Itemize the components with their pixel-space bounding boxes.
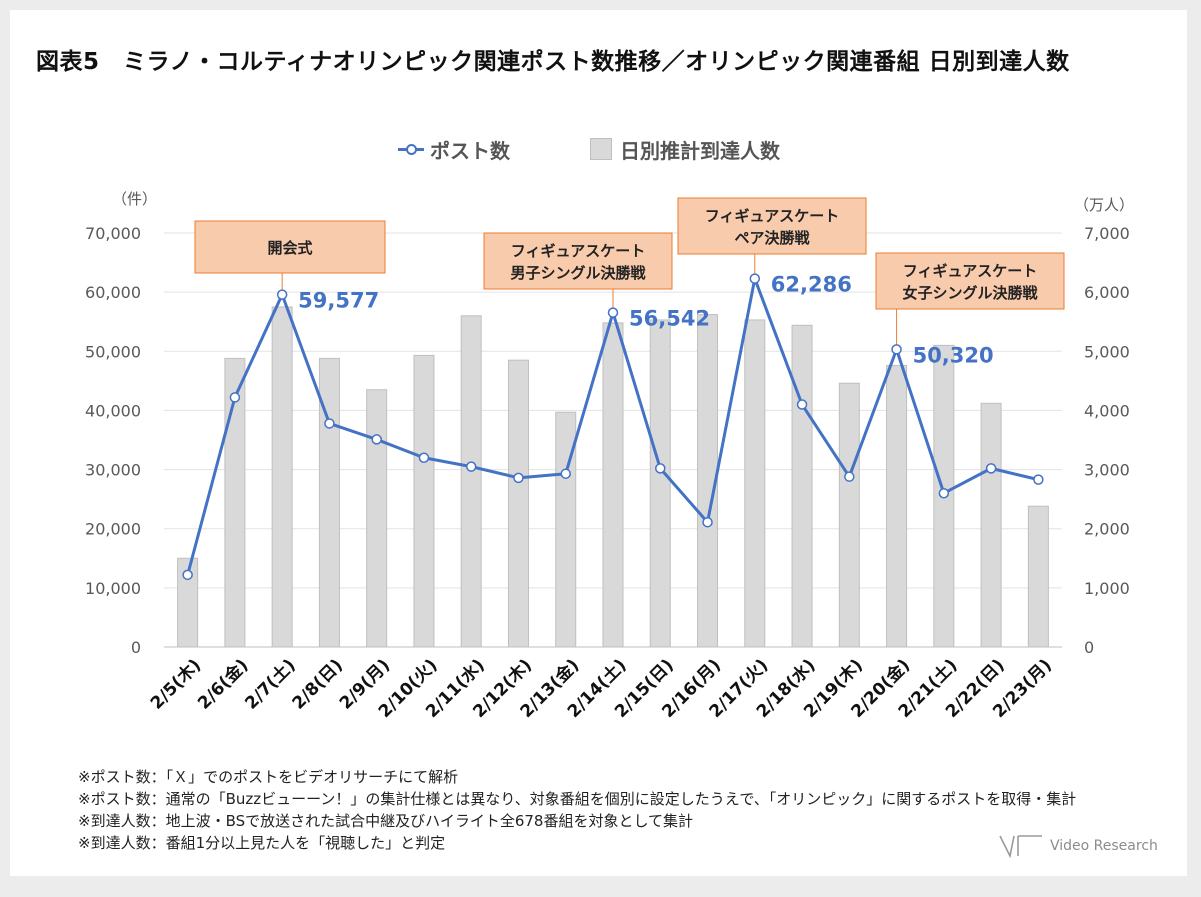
page-title: 図表5 ミラノ・コルティナオリンピック関連ポスト数推移／オリンピック関連番組 日…	[36, 49, 1070, 75]
right-axis-tick-label: 2,000	[1084, 520, 1130, 539]
right-axis-tick-label: 7,000	[1084, 224, 1130, 243]
reach-bar	[177, 557, 199, 648]
x-axis-category-label: 2/6(金)	[193, 655, 252, 714]
reach-bar	[886, 364, 908, 648]
callout-text: フィギュアスケート	[903, 262, 1037, 280]
reach-bar	[649, 319, 671, 648]
posts-point-marker	[985, 463, 997, 474]
footnote: ※到達人数：番組1分以上見た人を「視聴した」と判定	[78, 834, 446, 852]
reach-bar	[224, 357, 246, 648]
footnotes: ※ポスト数：「Ｘ」でのポストをビデオリサーチにて解析 ※ポスト数：通常の「Buz…	[78, 766, 1076, 854]
left-axis-tick-label: 60,000	[85, 283, 141, 302]
reach-bar	[602, 322, 624, 648]
callout-text: フィギュアスケート	[511, 242, 645, 260]
posts-point-marker	[702, 516, 713, 528]
left-axis-tick-label: 40,000	[85, 401, 141, 420]
posts-point-marker	[465, 461, 477, 472]
callout-text: フィギュアスケート	[705, 207, 839, 225]
line-marker-icon	[398, 142, 424, 156]
posts-point-marker	[324, 418, 335, 429]
right-axis-tick-label: 5,000	[1084, 342, 1130, 361]
callout-text: 開会式	[267, 239, 312, 257]
reach-bar	[318, 357, 340, 648]
posts-point-marker	[796, 399, 808, 410]
left-axis-tick-label: 10,000	[85, 579, 141, 598]
posts-point-marker	[607, 307, 619, 318]
left-axis-tick-label: 30,000	[85, 461, 141, 480]
posts-point-marker	[938, 487, 950, 499]
posts-point-marker	[749, 273, 761, 284]
callout-box	[875, 252, 1065, 310]
left-axis-unit: （件）	[112, 190, 157, 208]
callout-text: ペア決勝戦	[734, 229, 810, 247]
posts-point-marker	[513, 472, 524, 484]
callout-text: 男子シングル決勝戦	[510, 264, 646, 282]
x-axis-category-label: 2/8(日)	[289, 655, 347, 713]
posts-point-marker	[844, 471, 855, 482]
footnote: ※ポスト数：「Ｘ」でのポストをビデオリサーチにて解析	[78, 768, 459, 786]
reach-bar	[413, 354, 435, 648]
posts-point-marker	[371, 434, 382, 445]
x-axis-category-label: 2/7(土)	[241, 655, 300, 714]
posts-point-marker	[891, 344, 902, 355]
reach-bar	[744, 319, 766, 648]
reach-bar	[838, 382, 860, 648]
posts-value-label: 56,542	[629, 307, 710, 331]
reach-bar	[1027, 505, 1049, 648]
footnote: ※ポスト数：通常の「Buzzビューーン！」の集計仕様とは異なり、対象番組を個別に…	[78, 790, 1077, 808]
legend-label-posts: ポスト数	[430, 138, 510, 163]
posts-point-marker	[229, 392, 241, 403]
callout-text: 女子シングル決勝戦	[902, 284, 1038, 302]
brand-logo: Video Research	[998, 834, 1158, 858]
callout-box	[483, 232, 673, 290]
video-research-logo-icon	[999, 835, 1042, 858]
right-axis-unit: （万人）	[1074, 196, 1134, 214]
callout-box	[677, 197, 867, 255]
right-axis-tick-label: 6,000	[1084, 283, 1130, 302]
callout-box	[194, 220, 386, 274]
legend-label-reach: 日別推計到達人数	[620, 138, 780, 163]
posts-point-marker	[418, 452, 430, 463]
posts-value-label: 62,286	[771, 273, 852, 297]
posts-point-marker	[560, 468, 571, 479]
logo-text: Video Research	[1050, 838, 1158, 854]
legend-item-reach: 日別推計到達人数	[590, 135, 780, 164]
left-axis-tick-label: 70,000	[85, 224, 141, 243]
posts-point-marker	[1033, 474, 1044, 485]
posts-value-label: 50,320	[913, 343, 994, 367]
x-axis-category-label: 2/5(木)	[146, 655, 205, 714]
footnote: ※到達人数：地上波・BSで放送された試合中継及びハイライト全678番組を対象とし…	[78, 812, 694, 830]
reach-bar	[507, 359, 529, 648]
right-axis-tick-label: 0	[1084, 638, 1094, 657]
reach-bar	[791, 324, 813, 648]
posts-point-marker	[182, 569, 193, 581]
right-axis-tick-label: 4,000	[1084, 401, 1130, 420]
chart-legend: ポスト数 日別推計到達人数	[398, 134, 860, 164]
reach-bar	[697, 314, 719, 648]
reach-bar	[460, 315, 482, 648]
posts-point-marker	[655, 463, 666, 474]
reach-bar	[366, 389, 388, 648]
posts-value-label: 59,577	[298, 289, 379, 313]
posts-point-marker	[276, 289, 288, 300]
left-axis-tick-label: 20,000	[85, 520, 141, 539]
legend-item-posts: ポスト数	[398, 135, 510, 164]
reach-bar	[980, 402, 1002, 648]
reach-bar	[271, 306, 293, 648]
left-axis-tick-label: 0	[131, 638, 141, 657]
right-axis-tick-label: 1,000	[1084, 579, 1130, 598]
left-axis-tick-label: 50,000	[85, 342, 141, 361]
bar-swatch-icon	[590, 138, 612, 160]
right-axis-tick-label: 3,000	[1084, 461, 1130, 480]
reach-bar	[555, 411, 577, 648]
